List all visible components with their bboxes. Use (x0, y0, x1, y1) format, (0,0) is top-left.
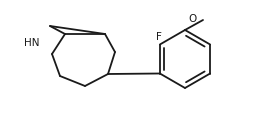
Text: HN: HN (24, 38, 40, 48)
Text: F: F (156, 32, 162, 42)
Text: O: O (189, 14, 197, 24)
